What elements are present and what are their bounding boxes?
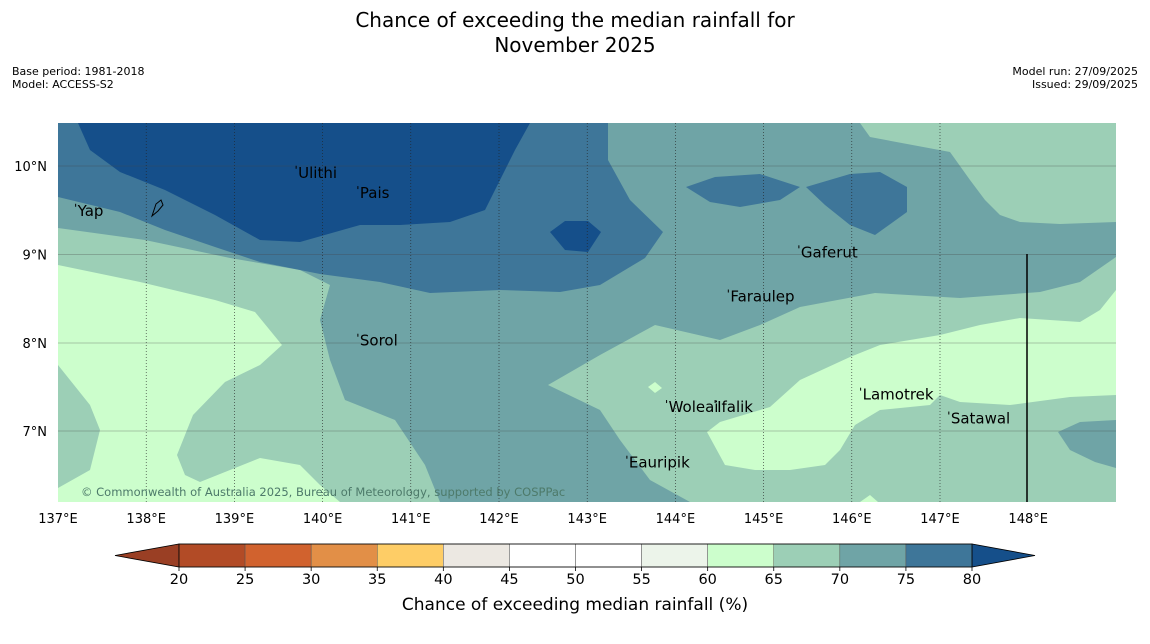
colorbar-tick-label: 50	[566, 572, 584, 588]
meta-left: Base period: 1981-2018 Model: ACCESS-S2	[12, 65, 144, 91]
colorbar-segment	[773, 543, 841, 568]
map-area: Yap Ulithi Pais Gaferut Faraulep Sorol WoleaiI…	[58, 123, 1116, 502]
issued-date: Issued: 29/09/2025	[1031, 78, 1138, 91]
colorbar-segment	[310, 543, 378, 568]
colorbar: 20 25 30 35 40 45 50 55 60 65 70 75 80	[114, 543, 1036, 588]
colorbar-tick-label: 70	[831, 572, 849, 588]
lat-label: 8°N	[23, 337, 48, 352]
lon-label: 143°E	[567, 512, 607, 527]
colorbar-over-arrow	[971, 543, 1036, 568]
colorbar-segment	[575, 543, 642, 568]
band-80-plus-main	[78, 123, 530, 242]
colorbar-tick-label: 20	[170, 572, 188, 588]
meta-right: Model run: 27/09/2025 Issued: 29/09/2025	[1012, 65, 1138, 91]
colorbar-under-arrow	[114, 543, 180, 568]
colorbar-segment	[509, 543, 576, 568]
colorbar-segment	[377, 543, 444, 568]
band-60-65-east	[707, 290, 1116, 470]
lat-label: 7°N	[23, 425, 48, 440]
model-name: Model: ACCESS-S2	[12, 78, 114, 91]
latitude-axis: 10°N 9°N 8°N 7°N	[14, 160, 47, 440]
chart-title: Chance of exceeding the median rainfall …	[0, 8, 1150, 58]
place-label: Satawal	[951, 410, 1010, 428]
band-80-plus-patch	[550, 221, 601, 252]
place-label: Lamotrek	[863, 386, 934, 404]
place-label: Pais	[360, 184, 390, 202]
graticule-parallels	[58, 165, 1116, 432]
lat-label: 9°N	[23, 248, 48, 263]
colorbar-tick-label: 60	[698, 572, 716, 588]
place-label: Yap	[77, 202, 104, 220]
colorbar-tick-label: 80	[963, 572, 981, 588]
title-line-1: Chance of exceeding the median rainfall …	[355, 8, 795, 32]
colorbar-segment	[641, 543, 708, 568]
colorbar-tick-label: 40	[434, 572, 452, 588]
lon-label: 140°E	[303, 512, 343, 527]
colorbar-tick-label: 45	[500, 572, 518, 588]
lon-label: 144°E	[656, 512, 696, 527]
colorbar-tick-label: 25	[236, 572, 254, 588]
place-label: Faraulep	[730, 288, 794, 306]
colorbar-tick-label: 30	[302, 572, 320, 588]
lat-label: 10°N	[14, 160, 47, 175]
base-period: Base period: 1981-2018	[12, 65, 145, 78]
band-65-70-northeast	[860, 123, 1116, 224]
band-60-65-speck	[648, 382, 662, 393]
model-run-date: Model run: 27/09/2025	[1012, 65, 1138, 78]
band-75-80-patch-a	[686, 174, 800, 207]
longitude-axis: 137°E 138°E 139°E 140°E 141°E 142°E 143°E 144°E…	[38, 512, 1048, 527]
lon-label: 137°E	[38, 512, 78, 527]
lon-label: 141°E	[391, 512, 431, 527]
lon-label: 145°E	[744, 512, 784, 527]
colorbar-segment	[905, 543, 973, 568]
copyright-text: © Commonwealth of Australia 2025, Bureau…	[81, 485, 565, 499]
yap-island-shape	[150, 199, 164, 218]
lon-label: 142°E	[479, 512, 519, 527]
lon-label: 146°E	[832, 512, 872, 527]
place-label: Gaferut	[801, 243, 858, 261]
band-60-65-south-edge	[860, 495, 878, 502]
colorbar-segment	[839, 543, 907, 568]
title-line-2: November 2025	[494, 33, 656, 57]
lon-label: 138°E	[126, 512, 166, 527]
colorbar-tick-label: 35	[368, 572, 386, 588]
place-labels: Yap Ulithi Pais Gaferut Faraulep Sorol WoleaiI…	[75, 164, 1010, 472]
place-label: Eauripik	[629, 454, 690, 472]
colorbar-tick-label: 65	[765, 572, 783, 588]
band-70-75-southeast	[1058, 420, 1116, 468]
band-75-80-patch-b	[806, 172, 907, 235]
colorbar-segment	[244, 543, 312, 568]
lon-label: 147°E	[920, 512, 960, 527]
colorbar-segment	[178, 543, 246, 568]
colorbar-tick-label: 55	[632, 572, 650, 588]
place-label: Sorol	[360, 332, 398, 350]
lon-label: 148°E	[1008, 512, 1048, 527]
colorbar-label: Chance of exceeding median rainfall (%)	[402, 595, 748, 615]
graticule-meridians	[145, 123, 941, 502]
place-label: Ifalik	[717, 398, 753, 416]
colorbar-segment	[443, 543, 510, 568]
lon-label: 139°E	[215, 512, 255, 527]
colorbar-tick-label: 75	[897, 572, 915, 588]
place-label: Ulithi	[298, 164, 337, 182]
colorbar-segment	[707, 543, 775, 568]
place-label: Woleai	[669, 398, 719, 416]
band-60-65-southwest	[58, 265, 340, 502]
